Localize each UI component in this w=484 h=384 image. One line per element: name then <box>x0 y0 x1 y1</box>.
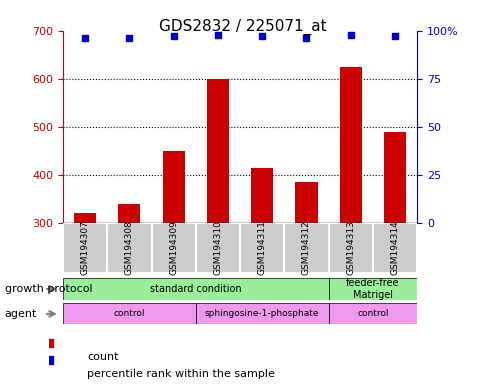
Bar <box>74 213 96 223</box>
Bar <box>251 167 272 223</box>
FancyBboxPatch shape <box>372 223 416 273</box>
Text: GSM194309: GSM194309 <box>169 220 178 275</box>
Text: growth protocol: growth protocol <box>5 284 92 294</box>
Bar <box>162 151 184 223</box>
Text: GSM194310: GSM194310 <box>213 220 222 275</box>
Text: count: count <box>87 352 119 362</box>
Bar <box>118 204 140 223</box>
Point <box>302 35 310 41</box>
FancyBboxPatch shape <box>328 278 416 300</box>
Text: GSM194313: GSM194313 <box>346 220 354 275</box>
FancyBboxPatch shape <box>196 303 328 324</box>
Text: agent: agent <box>5 309 37 319</box>
Text: sphingosine-1-phosphate: sphingosine-1-phosphate <box>205 310 319 318</box>
Bar <box>295 182 317 223</box>
Point <box>258 33 266 40</box>
Text: GSM194308: GSM194308 <box>125 220 134 275</box>
FancyBboxPatch shape <box>328 303 416 324</box>
Text: control: control <box>113 310 145 318</box>
Text: GSM194311: GSM194311 <box>257 220 266 275</box>
Text: percentile rank within the sample: percentile rank within the sample <box>87 369 274 379</box>
Bar <box>207 79 228 223</box>
FancyBboxPatch shape <box>63 223 107 273</box>
Bar <box>339 67 361 223</box>
Point <box>346 31 354 38</box>
FancyBboxPatch shape <box>196 223 240 273</box>
Text: GDS2832 / 225071_at: GDS2832 / 225071_at <box>158 19 326 35</box>
Text: control: control <box>356 310 388 318</box>
Point <box>390 33 398 40</box>
FancyBboxPatch shape <box>284 223 328 273</box>
FancyBboxPatch shape <box>240 223 284 273</box>
FancyBboxPatch shape <box>328 223 372 273</box>
Point <box>125 35 133 41</box>
Text: standard condition: standard condition <box>150 284 241 294</box>
Text: feeder-free
Matrigel: feeder-free Matrigel <box>346 278 399 300</box>
Text: GSM194307: GSM194307 <box>80 220 90 275</box>
FancyBboxPatch shape <box>151 223 196 273</box>
Point <box>213 31 221 38</box>
FancyBboxPatch shape <box>63 303 196 324</box>
Point <box>169 33 177 40</box>
FancyBboxPatch shape <box>107 223 151 273</box>
Point <box>81 35 89 41</box>
Text: GSM194312: GSM194312 <box>302 220 310 275</box>
Text: GSM194314: GSM194314 <box>390 220 399 275</box>
Bar <box>383 131 405 223</box>
FancyBboxPatch shape <box>63 278 328 300</box>
